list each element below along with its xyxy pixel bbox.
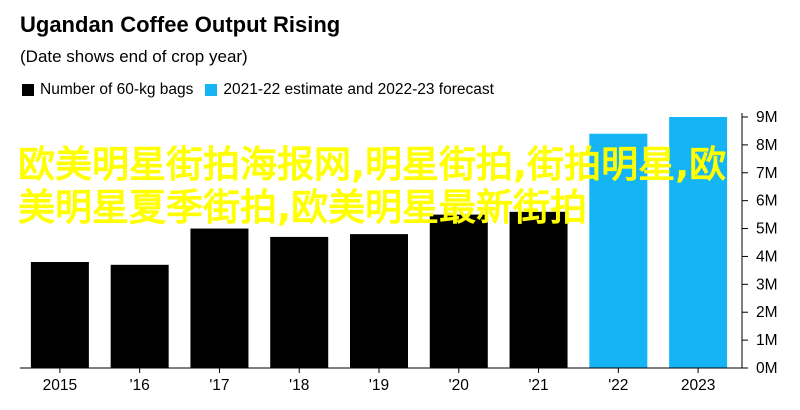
y-tick-label-2: 2M — [756, 304, 778, 321]
x-tick-label-1: '16 — [130, 377, 150, 394]
bar-7 — [589, 133, 648, 368]
y-tick-label-7: 7M — [756, 165, 778, 182]
y-tick-label-1: 1M — [756, 332, 778, 349]
watermark-overlay-text: 欧美明星街拍海报网,明星街拍,街拍明星,欧美明星夏季街拍,欧美明星最新街拍 — [18, 143, 727, 229]
x-tick-label-8: 2023 — [681, 377, 715, 394]
x-tick-label-0: 2015 — [43, 377, 77, 394]
bar-1 — [110, 264, 169, 368]
y-tick-label-0: 0M — [756, 360, 778, 377]
y-tick-label-8: 8M — [756, 137, 778, 154]
bar-2 — [190, 228, 249, 368]
x-tick-label-2: '17 — [209, 377, 229, 394]
x-tick-label-6: '21 — [528, 377, 548, 394]
legend-swatch-forecast — [205, 84, 218, 96]
y-tick-label-3: 3M — [756, 276, 778, 293]
chart-title: Ugandan Coffee Output Rising — [20, 12, 341, 37]
legend-item-bags: Number of 60-kg bags — [22, 81, 193, 99]
legend-swatch-bags — [22, 84, 34, 96]
chart-subtitle: (Date shows end of crop year) — [20, 47, 248, 66]
bar-3 — [270, 236, 329, 368]
bar-6 — [509, 211, 568, 368]
bar-4 — [350, 234, 408, 368]
chart-legend: Number of 60-kg bags 2021-22 estimate an… — [22, 81, 506, 99]
x-tick-label-7: '22 — [608, 377, 628, 394]
x-tick-label-4: '19 — [369, 377, 389, 394]
bar-0 — [30, 262, 89, 368]
y-tick-label-6: 6M — [756, 193, 778, 210]
bar-8 — [669, 117, 728, 368]
y-tick-label-4: 4M — [756, 248, 778, 265]
y-tick-label-9: 9M — [756, 109, 778, 126]
x-tick-label-5: '20 — [449, 377, 470, 394]
legend-item-forecast: 2021-22 estimate and 2022-23 forecast — [205, 81, 494, 99]
bar-5 — [429, 214, 488, 368]
y-tick-label-5: 5M — [756, 221, 778, 238]
x-tick-label-3: '18 — [289, 377, 309, 394]
legend-label-forecast: 2021-22 estimate and 2022-23 forecast — [223, 81, 494, 98]
legend-label-bags: Number of 60-kg bags — [40, 81, 194, 98]
